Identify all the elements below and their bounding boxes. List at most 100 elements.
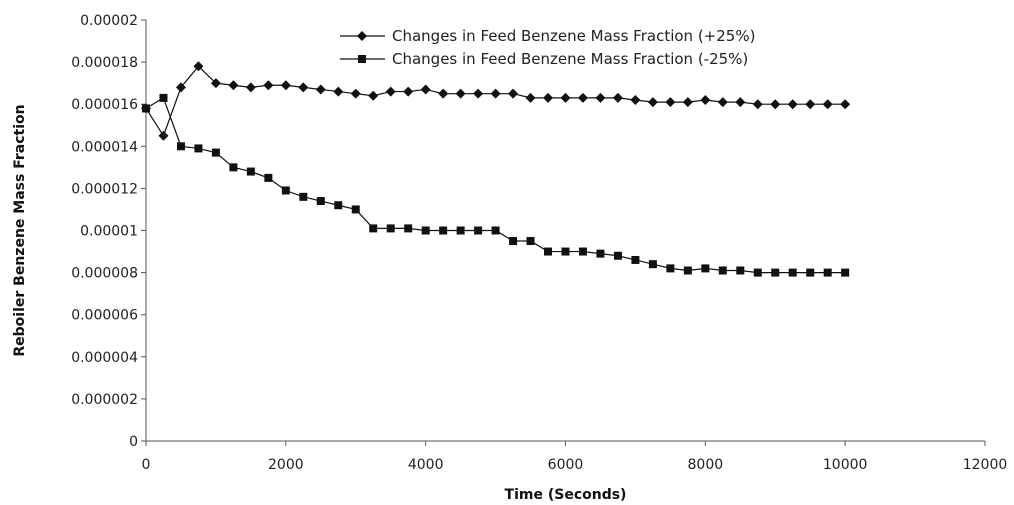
x-tick-label: 6000 (548, 457, 584, 473)
data-point (770, 99, 781, 110)
data-point (840, 99, 851, 110)
y-tick-label: 0 (129, 434, 138, 450)
data-point (194, 144, 203, 153)
x-axis-ticks: 0 2000 4000 6000 8000 10000 12000 (142, 441, 1008, 473)
y-tick-label: 0.000008 (71, 266, 138, 282)
data-point (403, 86, 414, 97)
x-axis-title: Time (Seconds) (505, 487, 627, 503)
data-point (350, 88, 361, 99)
x-tick-label: 10000 (823, 457, 868, 473)
y-tick-label: 0.000014 (71, 139, 138, 155)
legend-item: Changes in Feed Benzene Mass Fraction (-… (340, 50, 748, 68)
data-point (787, 99, 798, 110)
data-point (630, 94, 641, 105)
series-2 (142, 93, 850, 277)
legend: Changes in Feed Benzene Mass Fraction (+… (340, 27, 755, 68)
data-point (263, 80, 274, 91)
data-point (455, 88, 466, 99)
data-point (142, 104, 150, 113)
data-point (735, 97, 746, 108)
data-point (700, 94, 711, 105)
x-tick-label: 12000 (963, 457, 1008, 473)
data-point (334, 201, 343, 210)
data-point (421, 226, 430, 235)
data-point (333, 86, 344, 97)
data-point (264, 173, 273, 182)
data-point (683, 266, 692, 275)
data-point (316, 197, 325, 206)
data-point (718, 266, 727, 275)
data-point (490, 88, 501, 99)
data-point (648, 260, 657, 269)
data-point (229, 163, 238, 172)
legend-label: Changes in Feed Benzene Mass Fraction (-… (392, 50, 748, 68)
data-point (841, 268, 850, 277)
data-point (717, 97, 728, 108)
y-tick-label: 0.000002 (71, 392, 138, 408)
data-point (228, 80, 239, 91)
data-point (822, 99, 833, 110)
data-point (176, 142, 185, 151)
y-tick-label: 0.00002 (80, 13, 138, 29)
data-point (315, 84, 326, 95)
data-point (175, 82, 186, 93)
data-point (752, 99, 763, 110)
data-point (246, 167, 255, 176)
data-point (613, 251, 622, 260)
data-point (666, 264, 675, 273)
y-tick-label: 0.000012 (71, 181, 138, 197)
data-point (788, 268, 797, 277)
x-tick-label: 2000 (268, 457, 304, 473)
data-point (456, 226, 465, 235)
data-point (525, 92, 536, 103)
y-axis-title: Reboiler Benzene Mass Fraction (12, 104, 28, 356)
data-point (351, 205, 360, 214)
data-point (682, 97, 693, 108)
data-point (753, 268, 762, 277)
y-tick-label: 0.000018 (71, 55, 138, 71)
data-point (474, 226, 483, 235)
data-point (386, 224, 395, 233)
data-point (805, 99, 816, 110)
data-point (544, 247, 553, 256)
data-point (647, 97, 658, 108)
data-point (438, 88, 449, 99)
data-point (612, 92, 623, 103)
legend-marker (357, 31, 367, 41)
legend-item: Changes in Feed Benzene Mass Fraction (+… (340, 27, 755, 45)
data-point (280, 80, 291, 91)
data-point (823, 268, 832, 277)
data-point (473, 88, 484, 99)
data-point (578, 247, 587, 256)
y-tick-label: 0.000006 (71, 308, 138, 324)
data-point (420, 84, 431, 95)
data-point (159, 93, 168, 102)
data-point (596, 249, 605, 258)
data-point (439, 226, 448, 235)
data-point (665, 97, 676, 108)
data-point (158, 130, 169, 141)
data-point (210, 78, 221, 89)
data-point (385, 86, 396, 97)
data-point (211, 148, 220, 157)
x-tick-label: 8000 (688, 457, 724, 473)
y-tick-label: 0.00001 (80, 224, 138, 240)
series-line (145, 96, 846, 274)
data-point (298, 82, 309, 93)
data-point (771, 268, 780, 277)
data-point (577, 92, 588, 103)
data-point (543, 92, 554, 103)
data-point (509, 237, 518, 246)
x-tick-label: 4000 (408, 457, 444, 473)
x-tick-label: 0 (142, 457, 151, 473)
data-point (595, 92, 606, 103)
data-point (701, 264, 710, 273)
y-axis-ticks: 0 0.000002 0.000004 0.000006 0.000008 0.00001… (71, 13, 146, 450)
data-point (560, 92, 571, 103)
series-layer (141, 61, 851, 277)
legend-marker (358, 55, 366, 63)
data-point (369, 224, 378, 233)
data-point (736, 266, 745, 275)
data-point (281, 186, 290, 195)
